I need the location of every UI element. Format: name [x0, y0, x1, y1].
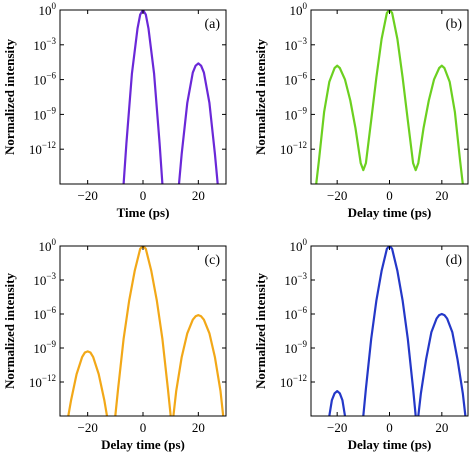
axes-frame: [310, 9, 469, 185]
x-axis-title: Delay time (ps): [348, 437, 432, 452]
series-line-c-0: [67, 350, 109, 416]
y-tick-label: 10−9: [284, 105, 307, 122]
y-tick-label: 10−6: [284, 305, 307, 322]
y-tick-label: 10−9: [33, 105, 56, 122]
panel-b: −20 0 20 100 10−3 10−6 10−9 10−12 Delay time (ps…: [253, 1, 469, 220]
y-tick-label: 10−6: [33, 305, 56, 322]
panel-label: (d): [446, 253, 463, 268]
panel-label: (b): [446, 17, 463, 32]
series-line-d-1: [362, 246, 417, 416]
y-axis-title: Normalized intensity: [253, 273, 268, 389]
x-axis-title: Delay time (ps): [101, 437, 185, 452]
axes-frame: [310, 245, 469, 417]
panel-label: (c): [204, 253, 220, 268]
x-tick-label: 0: [386, 420, 393, 435]
y-tick-label: 10−3: [33, 271, 56, 288]
x-tick-label: 20: [192, 188, 205, 203]
y-tick-label: 10−3: [33, 36, 56, 53]
axes-frame: [59, 245, 227, 417]
series-line-b-0: [315, 10, 464, 184]
panel-d: −20 0 20 100 10−3 10−6 10−9 10−12 Delay time (ps…: [253, 237, 469, 452]
y-tick-label: 100: [39, 237, 57, 254]
y-axis-title: Normalized intensity: [2, 273, 17, 389]
y-tick-label: 100: [290, 237, 308, 254]
y-tick-label: 10−6: [284, 71, 307, 88]
y-tick-label: 10−3: [284, 271, 307, 288]
x-tick-label: −20: [327, 420, 347, 435]
x-tick-label: 0: [140, 188, 147, 203]
x-tick-label: −20: [327, 188, 347, 203]
x-tick-label: 20: [435, 420, 448, 435]
x-tick-label: 0: [386, 188, 393, 203]
y-tick-label: 10−9: [33, 339, 56, 356]
y-tick-label: 100: [290, 1, 308, 18]
series-line-a-0: [122, 10, 164, 184]
y-tick-label: 10−12: [29, 140, 56, 157]
x-axis-title: Time (ps): [117, 205, 170, 220]
series-line-c-1: [114, 246, 172, 416]
x-tick-label: −20: [77, 420, 97, 435]
y-tick-label: 10−3: [284, 36, 307, 53]
y-axis-title: Normalized intensity: [2, 39, 17, 155]
series-line-d-2: [417, 312, 467, 416]
x-tick-label: 20: [435, 188, 448, 203]
x-tick-label: −20: [77, 188, 97, 203]
y-tick-label: 10−6: [33, 71, 56, 88]
y-axis-title: Normalized intensity: [253, 39, 268, 155]
series-line-a-1: [177, 62, 219, 184]
panel-a: −20 0 20 100 10−3 10−6 10−9 10−12 Time (ps) Norma…: [2, 1, 227, 220]
y-tick-label: 100: [39, 1, 57, 18]
y-tick-label: 10−9: [284, 339, 307, 356]
series-line-d-0: [328, 390, 347, 416]
y-tick-label: 10−12: [29, 373, 56, 390]
x-tick-label: 20: [192, 420, 205, 435]
panel-c: −20 0 20 100 10−3 10−6 10−9 10−12 Delay time (ps…: [2, 237, 227, 452]
y-tick-label: 10−12: [280, 373, 307, 390]
panel-label: (a): [204, 17, 220, 32]
x-axis-title: Delay time (ps): [348, 205, 432, 220]
axes-frame: [59, 9, 227, 185]
y-tick-label: 10−12: [280, 140, 307, 157]
series-line-c-2: [172, 314, 225, 416]
x-tick-label: 0: [140, 420, 147, 435]
